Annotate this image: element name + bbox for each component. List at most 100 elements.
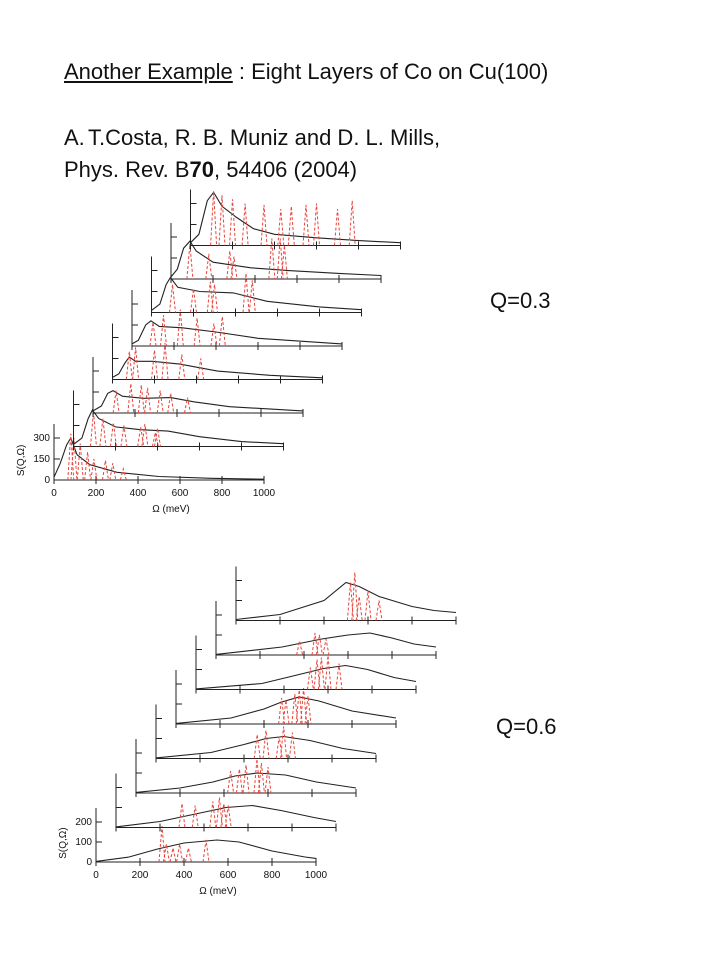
series-curve	[95, 839, 317, 862]
series-spike	[302, 204, 310, 246]
q-label-1: Q=0.3	[490, 288, 551, 313]
series-spike	[156, 390, 164, 414]
series-spike	[280, 726, 288, 759]
series-spike	[178, 803, 186, 828]
series-spike	[67, 433, 75, 481]
series-spike	[253, 758, 261, 794]
title-link-text[interactable]: Another Example	[64, 59, 233, 84]
x-tick-label: 0	[93, 870, 99, 881]
x-tick-label: 1000	[305, 870, 328, 881]
series-spike	[137, 384, 145, 414]
series-spike	[162, 843, 170, 863]
y-tick-label: 0	[86, 857, 92, 868]
series-spike	[257, 762, 265, 794]
series-spike	[169, 284, 176, 313]
series-spike	[268, 238, 276, 280]
series-spike	[215, 797, 223, 828]
series-spike	[229, 199, 236, 246]
series-spike	[276, 238, 284, 280]
series-spike	[300, 687, 308, 725]
series-curve	[151, 276, 362, 311]
reference-journal: Phys. Rev. B	[64, 157, 190, 182]
series-spike	[149, 322, 157, 347]
series-spike	[313, 659, 321, 690]
series-spike	[351, 572, 359, 621]
series-spike	[282, 699, 290, 725]
x-tick-label: 200	[132, 870, 149, 881]
series-curve	[195, 664, 417, 690]
series-spike	[364, 590, 372, 621]
series-spike	[324, 655, 332, 690]
x-tick-label: 0	[51, 488, 57, 499]
reference-page-year: , 54406 (2004)	[214, 157, 358, 182]
x-tick-label: 400	[130, 488, 147, 499]
x-tick-label: 800	[264, 870, 281, 881]
series-spike	[317, 657, 325, 690]
reference-volume: 70	[189, 157, 215, 182]
y-tick-label: 150	[33, 454, 50, 465]
series-spike	[184, 397, 191, 414]
series-spike	[193, 317, 201, 347]
series-curve	[190, 191, 401, 244]
y-axis-label: S(Q,Ω)	[58, 827, 69, 858]
series-spike	[205, 253, 213, 280]
reference-number: A.	[64, 125, 85, 150]
series-spike	[210, 323, 218, 347]
series-spike	[90, 458, 98, 481]
series-spike	[112, 390, 120, 414]
series-spike	[125, 351, 133, 380]
series-curve	[53, 436, 265, 480]
x-tick-label: 600	[220, 870, 237, 881]
series-spike	[184, 847, 192, 863]
series-spike	[375, 600, 383, 621]
series-spike	[253, 734, 261, 759]
series-spike	[84, 451, 92, 481]
series-spike	[191, 805, 199, 828]
y-tick-label: 100	[75, 837, 92, 848]
slide-title: Another Example : Eight Layers of Co on …	[64, 58, 548, 86]
series-spike	[190, 288, 197, 313]
series-spike	[218, 195, 226, 246]
x-axis-label: Ω (meV)	[152, 504, 189, 515]
series-spike	[242, 273, 250, 313]
series-spike	[186, 243, 194, 280]
series-spike	[76, 443, 84, 481]
series-curve	[131, 320, 343, 345]
series-spike	[355, 596, 363, 621]
series-spike	[264, 766, 272, 794]
series-spike	[202, 839, 210, 863]
series-spike	[315, 634, 323, 656]
series-spike	[313, 203, 320, 246]
series-curve	[215, 632, 437, 655]
series-spike	[211, 284, 218, 313]
series-spike	[176, 843, 184, 863]
series-spike	[288, 732, 296, 759]
reference-line-1: A. T.Costa, R. B. Muniz and D. L. Mills,	[64, 124, 440, 152]
series-spike	[178, 354, 186, 380]
series-spike	[287, 206, 295, 246]
reference-authors: T.Costa, R. B. Muniz and D. L. Mills,	[88, 125, 441, 150]
series-spike	[220, 803, 228, 828]
series-spike	[158, 825, 166, 863]
x-tick-label: 400	[176, 870, 193, 881]
series-spike	[334, 209, 341, 246]
series-curve	[115, 804, 337, 828]
x-tick-label: 1000	[253, 488, 276, 499]
series-spike	[154, 428, 161, 447]
series-spike	[227, 770, 235, 794]
series-spike	[224, 805, 232, 828]
series-spike	[197, 358, 205, 380]
series-spike	[248, 280, 256, 313]
series-spike	[306, 667, 314, 690]
series-spike	[346, 582, 354, 621]
series-spike	[119, 466, 127, 481]
series-spike	[167, 393, 175, 414]
series-spike	[226, 250, 234, 280]
series-spike	[241, 203, 249, 246]
series-spike	[141, 424, 149, 447]
series-spike	[278, 697, 286, 725]
series-spike	[144, 387, 152, 414]
series-spike	[262, 730, 270, 759]
